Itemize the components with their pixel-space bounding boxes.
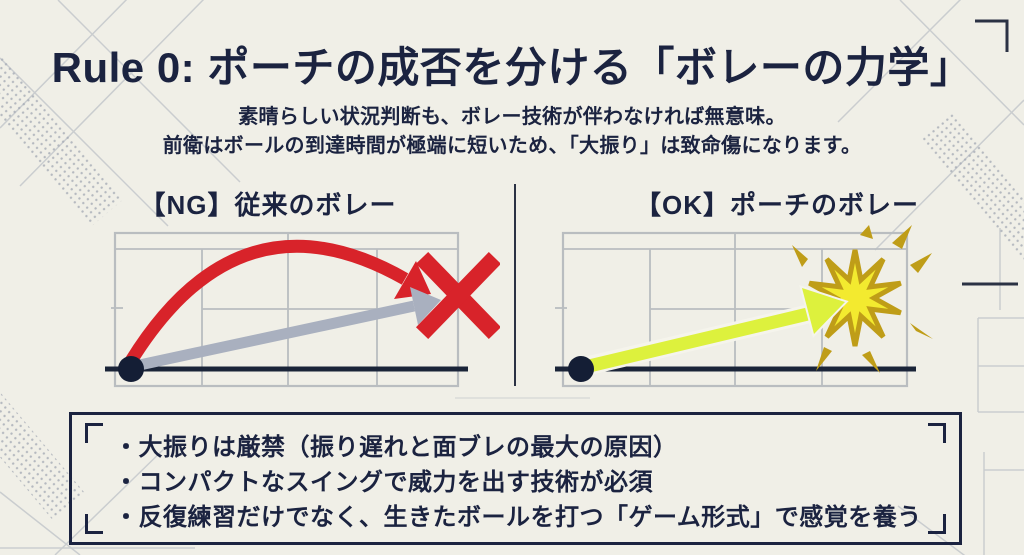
key-points-box: ・大振りは厳禁（振り遅れと面ブレの最大の原因） ・コンパクトなスイングで威力を出… [69,412,962,545]
key-point: ・コンパクトなスイングで威力を出す技術が必須 [114,469,653,496]
player-position-dot [568,356,594,382]
flat-swing-arrowhead-icon [410,287,441,325]
big-swing-arrowhead-icon [394,261,431,299]
crop-marks [962,19,1018,286]
panel-divider [514,184,516,386]
compact-punch-arrowhead-icon [799,284,849,338]
player-position-dot [118,356,144,382]
corner-bracket-icon [928,423,946,443]
corner-bracket-icon [85,423,103,443]
panel-ok-title: 【OK】ポーチのボレー [634,190,919,220]
burst-rays [792,225,933,373]
compact-punch-arrow [583,306,814,374]
corner-bracket-icon [928,514,946,534]
corner-bracket-icon [85,514,103,534]
subtitle-line-2: 前衛はボールの到達時間が極端に短いため、「大振り」は致命傷になります。 [162,135,862,157]
flat-swing-arrow [133,300,416,372]
big-swing-arc-arrow [125,239,409,365]
key-point: ・大振りは厳禁（振り遅れと面ブレの最大の原因） [114,434,678,461]
subtitle-line-1: 素晴らしい状況判断も、ボレー技術が伴わなければ無意味。 [238,106,786,128]
dotted-bands [0,35,1024,521]
ok-volley-diagram [555,225,933,388]
impact-burst-icon [792,225,933,373]
key-points-list: ・大振りは厳禁（振り遅れと面ブレの最大の原因） ・コンパクトなスイングで威力を出… [72,415,959,535]
ng-volley-diagram [105,231,500,388]
miss-x-icon [415,251,500,340]
page-title: Rule 0: ポーチの成否を分ける「ボレーの力学」 [51,44,973,91]
panel-ng-title: 【NG】従来のボレー [139,190,397,220]
key-point: ・反復練習だけでなく、生きたボールを打つ「ゲーム形式」で感覚を養う [114,504,922,531]
